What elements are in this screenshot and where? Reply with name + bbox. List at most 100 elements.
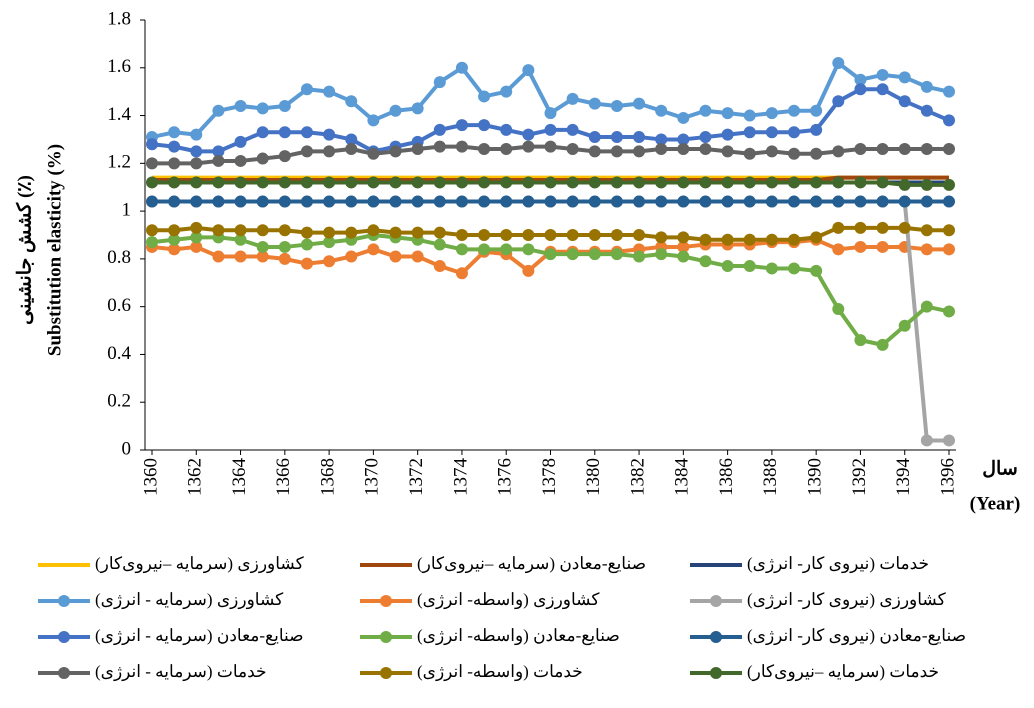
- point: [367, 195, 380, 208]
- point: [389, 104, 402, 117]
- point: [677, 231, 690, 244]
- point: [810, 104, 823, 117]
- point: [190, 231, 203, 244]
- x-axis-title-en: (Year): [970, 493, 1021, 514]
- point: [522, 140, 535, 153]
- point: [478, 243, 491, 256]
- point: [588, 97, 601, 110]
- point: [345, 226, 358, 239]
- point: [699, 195, 712, 208]
- point: [212, 176, 225, 189]
- point: [721, 260, 734, 273]
- point: [433, 195, 446, 208]
- point: [876, 338, 889, 351]
- point: [854, 73, 867, 86]
- point: [920, 195, 933, 208]
- point: [190, 195, 203, 208]
- point: [876, 240, 889, 253]
- point: [146, 195, 158, 208]
- x-tick-label: 1388: [760, 458, 781, 496]
- legend-marker: [58, 595, 70, 607]
- point: [323, 226, 336, 239]
- point: [743, 147, 756, 160]
- point: [168, 157, 181, 170]
- point: [854, 83, 867, 96]
- point: [212, 250, 225, 263]
- point: [810, 231, 823, 244]
- legend-label: صنایع-معادن (سرمایه - انرژی): [95, 626, 304, 646]
- legend-marker: [58, 631, 70, 643]
- point: [500, 85, 513, 98]
- point: [323, 85, 336, 98]
- point: [633, 131, 646, 144]
- point: [743, 195, 756, 208]
- point: [234, 135, 247, 148]
- point: [810, 123, 823, 136]
- point: [788, 104, 801, 117]
- point: [522, 64, 535, 77]
- point: [699, 176, 712, 189]
- x-tick-label: 1366: [273, 458, 294, 496]
- point: [633, 176, 646, 189]
- point: [677, 195, 690, 208]
- point: [234, 250, 247, 263]
- point: [212, 195, 225, 208]
- point: [433, 226, 446, 239]
- x-tick-label: 1384: [672, 458, 693, 497]
- point: [721, 176, 734, 189]
- point: [810, 264, 823, 277]
- x-tick-label: 1392: [849, 458, 870, 496]
- point: [854, 195, 867, 208]
- point: [765, 176, 778, 189]
- point: [920, 434, 933, 447]
- point: [256, 176, 269, 189]
- y-tick-label: 0.6: [107, 295, 131, 316]
- point: [743, 176, 756, 189]
- point: [920, 143, 933, 155]
- point: [190, 128, 203, 141]
- point: [455, 61, 468, 74]
- point: [323, 128, 336, 141]
- point: [699, 255, 712, 268]
- point: [633, 229, 646, 241]
- point: [212, 145, 225, 158]
- point: [810, 147, 823, 160]
- point: [146, 138, 158, 151]
- y-axis-title: کشش جانشینی (٪): [14, 175, 35, 325]
- legend-marker: [380, 595, 392, 607]
- point: [433, 140, 446, 153]
- point: [168, 176, 181, 189]
- y-tick-label: 1.8: [107, 8, 131, 29]
- legend-label: صنایع-معادن (واسطه- انرژی): [417, 626, 620, 646]
- point: [278, 252, 291, 265]
- point: [677, 250, 690, 263]
- legend-marker: [710, 595, 722, 607]
- point: [633, 250, 646, 263]
- point: [810, 176, 823, 189]
- point: [721, 233, 734, 246]
- point: [788, 195, 801, 208]
- legend-marker: [58, 667, 70, 679]
- point: [522, 128, 535, 141]
- point: [832, 303, 845, 316]
- point: [168, 243, 181, 256]
- y-tick-label: 1: [122, 199, 132, 220]
- legend-marker: [710, 667, 722, 679]
- x-tick-label: 1394: [893, 458, 914, 497]
- point: [455, 176, 468, 189]
- point: [544, 195, 557, 208]
- point: [323, 145, 336, 158]
- point: [765, 195, 778, 208]
- legend-label: کشاورزی (سرمایه –نیروی‌کار): [95, 554, 305, 574]
- point: [943, 114, 955, 127]
- point: [876, 143, 889, 155]
- legend-label: صنایع-معادن (سرمایه –نیروی‌کار): [417, 554, 646, 574]
- point: [278, 240, 291, 253]
- point: [588, 145, 601, 158]
- point: [522, 176, 535, 189]
- x-tick-label: 1396: [937, 458, 958, 496]
- point: [478, 195, 491, 208]
- point: [876, 83, 889, 96]
- point: [743, 109, 756, 122]
- point: [411, 102, 424, 115]
